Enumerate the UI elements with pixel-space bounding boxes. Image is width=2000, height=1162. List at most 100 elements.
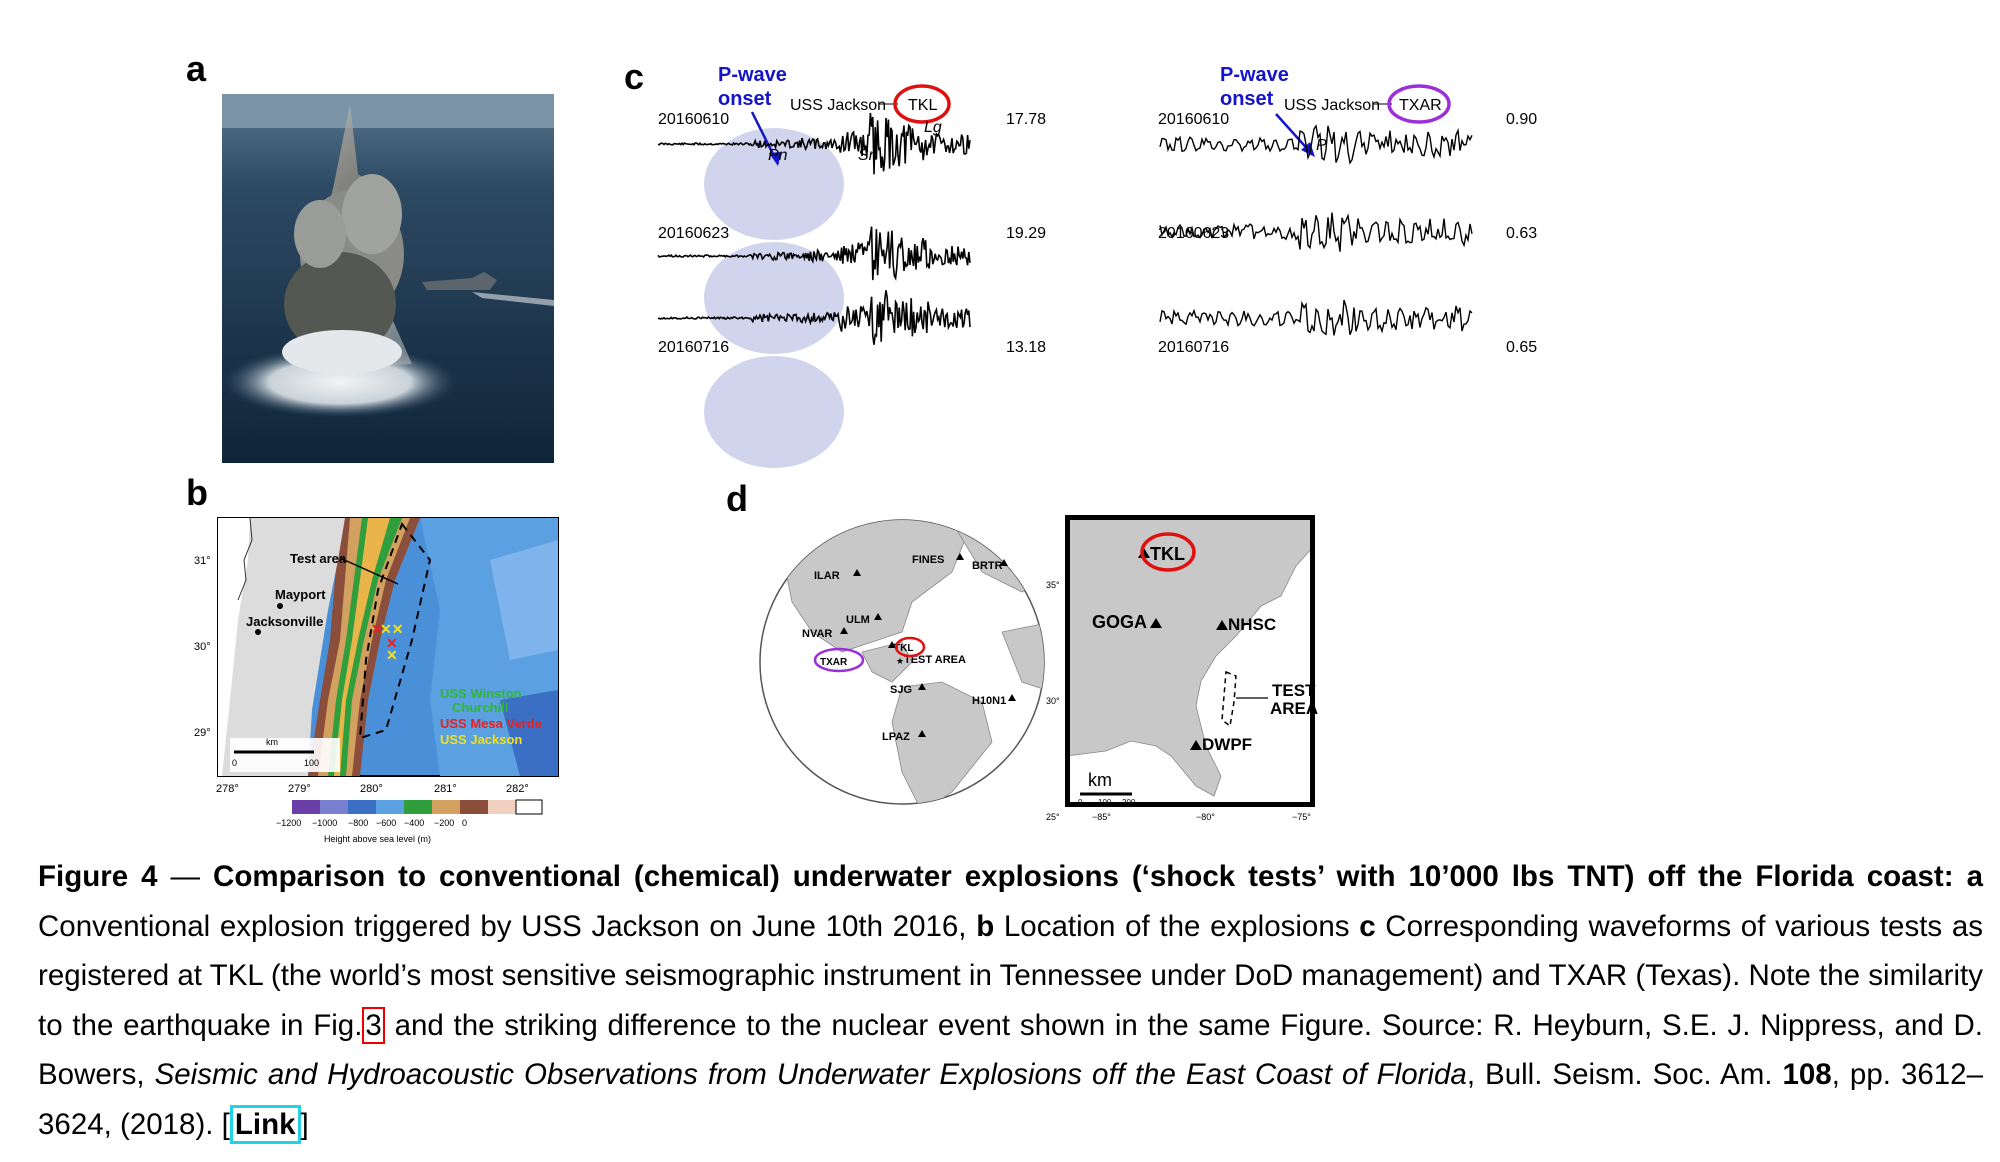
globe-station-nvar: NVAR bbox=[802, 628, 832, 640]
caption-volume: 108 bbox=[1782, 1058, 1832, 1091]
caption-close: ] bbox=[300, 1107, 309, 1141]
svg-text:✕: ✕ bbox=[386, 647, 398, 663]
caption-letter-b: b bbox=[976, 909, 995, 943]
phase-lg: Lg bbox=[924, 119, 942, 136]
caption-text-b: Location of the explosions bbox=[994, 909, 1360, 943]
usmap-test-area-2: AREA bbox=[1270, 699, 1318, 718]
colorbar-tick-1200: −1200 bbox=[276, 818, 301, 828]
panel-letter-d: d bbox=[726, 478, 748, 519]
colorbar-tick-200: −200 bbox=[434, 818, 454, 828]
caption-letter-a: a bbox=[1966, 860, 1984, 893]
phase-pn: Pn bbox=[768, 147, 788, 164]
caption-paper-title: Seismic and Hydroacoustic Observations f… bbox=[154, 1058, 1467, 1091]
regional-map: TKL GOGA NHSC DWPF TEST AREA km 0 100 20… bbox=[1046, 515, 1318, 822]
globe-station-tkl: TKL bbox=[894, 643, 913, 654]
lat-30: 30° bbox=[194, 641, 211, 653]
globe-station-ilar: ILAR bbox=[814, 570, 840, 582]
scale-zero-b: 0 bbox=[232, 758, 237, 768]
source-link[interactable]: Link bbox=[229, 1104, 301, 1144]
usmap-station-tkl: TKL bbox=[1150, 544, 1185, 564]
svg-text:★: ★ bbox=[896, 656, 904, 666]
lon-280: 280° bbox=[360, 783, 383, 795]
colorbar-tick-0: 0 bbox=[462, 818, 467, 828]
lon-281: 281° bbox=[434, 783, 457, 795]
usmap-lon-75: −75° bbox=[1292, 812, 1311, 822]
lon-279: 279° bbox=[288, 783, 311, 795]
caption-letter-c: c bbox=[1359, 909, 1376, 943]
pwave-label-left-1: P-wave bbox=[718, 64, 787, 86]
colorbar-label: Height above sea level (m) bbox=[324, 834, 431, 844]
figure-ref-link[interactable]: 3 bbox=[362, 1006, 385, 1044]
label-mayport: Mayport bbox=[275, 587, 326, 602]
onset-bubble-1 bbox=[704, 128, 844, 240]
usmap-scale-100: 100 bbox=[1098, 798, 1112, 807]
panel-letter-c: c bbox=[624, 56, 645, 97]
tkl-highlight-circle bbox=[893, 84, 951, 124]
panel-letter-a: a bbox=[186, 48, 207, 89]
globe-station-fines: FINES bbox=[912, 554, 944, 566]
usmap-station-dwpf: DWPF bbox=[1202, 735, 1252, 754]
colorbar-tick-1000: −1000 bbox=[312, 818, 337, 828]
usmap-lat-30: 30° bbox=[1046, 696, 1060, 706]
caption-journal: , Bull. Seism. Soc. Am. bbox=[1466, 1058, 1783, 1091]
usmap-lon-80: −80° bbox=[1196, 812, 1215, 822]
caption-after-ref: and the striking difference to the nucle… bbox=[38, 1008, 1983, 1092]
svg-text:✕: ✕ bbox=[386, 635, 398, 651]
globe-station-ulm: ULM bbox=[846, 614, 870, 626]
caption-figure-label: Figure 4 bbox=[38, 860, 158, 893]
usmap-scale-0: 0 bbox=[1078, 798, 1083, 807]
lat-31: 31° bbox=[194, 555, 211, 567]
globe-station-txar: TXAR bbox=[820, 657, 848, 668]
station-txar: TXAR bbox=[1399, 97, 1442, 114]
caption-title: Comparison to conventional (chemical) un… bbox=[213, 860, 1954, 893]
onset-bubble-2 bbox=[704, 242, 844, 354]
globe-map: ILAR FINES BRTR ULM NVAR TKL TXAR SJG H1… bbox=[759, 519, 1045, 805]
usmap-lon-85: −85° bbox=[1092, 812, 1111, 822]
trace-date-right-1: 20160610 bbox=[1158, 111, 1229, 128]
usmap-scale-200: 200 bbox=[1122, 798, 1136, 807]
scale-unit-b: km bbox=[266, 737, 278, 747]
label-test-area: Test area bbox=[290, 551, 347, 566]
waveform-tkl-2 bbox=[657, 226, 971, 281]
lon-282: 282° bbox=[506, 783, 529, 795]
globe-station-brtr: BRTR bbox=[972, 560, 1003, 572]
globe-station-sjg: SJG bbox=[890, 684, 912, 696]
caption-pages: , pp. 3612–3624, (2018). [ bbox=[38, 1058, 1983, 1141]
trace-date-left-2: 20160623 bbox=[658, 225, 729, 242]
waveform-txar-2 bbox=[1159, 212, 1473, 252]
usmap-test-area-1: TEST bbox=[1272, 681, 1316, 700]
station-tkl: TKL bbox=[908, 97, 937, 114]
lon-278: 278° bbox=[216, 783, 239, 795]
usmap-station-nhsc: NHSC bbox=[1228, 615, 1276, 634]
globe-test-area: TEST AREA bbox=[904, 654, 966, 666]
svg-text:✕: ✕ bbox=[371, 621, 383, 637]
trace-date-left-1: 20160610 bbox=[658, 111, 729, 128]
figure-caption: Figure 4 — Comparison to conventional (c… bbox=[38, 852, 1983, 1149]
caption-dash: — bbox=[157, 860, 214, 893]
explosion-photo bbox=[222, 94, 554, 463]
txar-highlight-circle bbox=[1387, 84, 1451, 124]
trace-amp-left-1: 17.78 bbox=[1006, 111, 1046, 128]
colorbar-tick-400: −400 bbox=[404, 818, 424, 828]
globe-station-lpaz: LPAZ bbox=[882, 731, 910, 743]
seismogram-panel: P-wave onset P-wave onset USS Jackson TK… bbox=[657, 64, 1537, 468]
svg-text:✕✕: ✕✕ bbox=[380, 621, 403, 637]
trace-amp-left-2: 19.29 bbox=[1006, 225, 1046, 242]
onset-bubble-3 bbox=[704, 356, 844, 468]
usmap-tkl-circle bbox=[1140, 532, 1196, 572]
pwave-label-right-1: P-wave bbox=[1220, 64, 1289, 86]
caption-text-c: Corresponding waveforms of various tests… bbox=[38, 909, 1983, 1042]
globe-txar-circle bbox=[813, 647, 865, 673]
label-ship-mesa-verde: USS Mesa Verde bbox=[440, 716, 542, 731]
waveform-tkl-3 bbox=[657, 290, 971, 345]
bathymetry-map: ✕✕ ✕ ✕ ✕ Test area Mayport Jacksonville … bbox=[194, 517, 559, 844]
ship-right: USS Jackson bbox=[1284, 97, 1380, 114]
usmap-station-goga: GOGA bbox=[1092, 612, 1147, 632]
pwave-label-left-2: onset bbox=[718, 88, 772, 110]
lat-29: 29° bbox=[194, 727, 211, 739]
depth-colorbar bbox=[292, 799, 543, 815]
usmap-lat-25: 25° bbox=[1046, 812, 1060, 822]
globe-station-h10n1: H10N1 bbox=[972, 695, 1006, 707]
colorbar-tick-800: −800 bbox=[348, 818, 368, 828]
trace-date-left-3: 20160716 bbox=[658, 339, 729, 356]
